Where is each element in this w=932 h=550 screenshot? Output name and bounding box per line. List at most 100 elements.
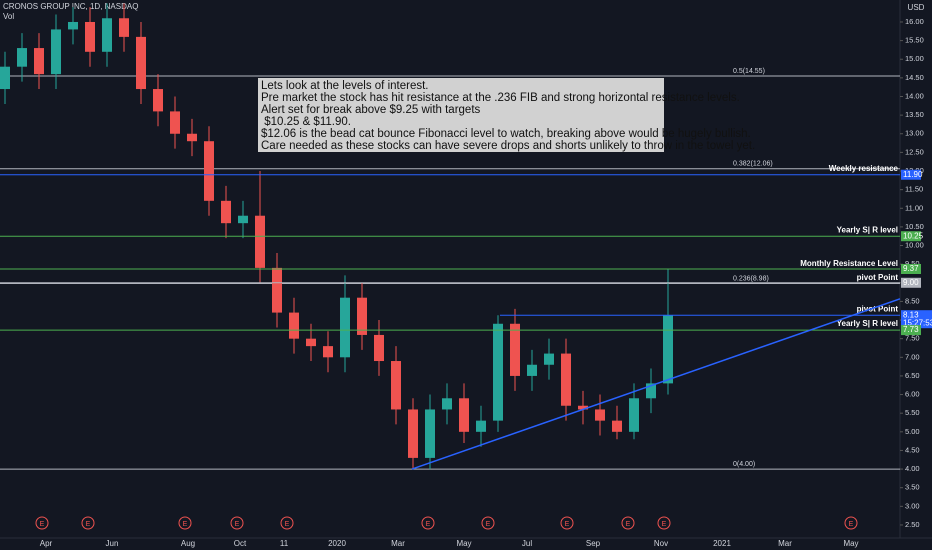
y-tick-label: 6.50 — [905, 371, 920, 380]
price-tag — [901, 169, 921, 180]
x-tick-label: Jul — [522, 539, 532, 548]
earnings-marker — [421, 516, 435, 530]
fib-label: 0(4.00) — [733, 461, 755, 468]
y-tick-label: 10.00 — [905, 241, 924, 250]
y-tick-label: 11.00 — [905, 203, 923, 212]
candle-body — [612, 420, 622, 432]
price-tag — [901, 325, 921, 336]
y-tick-label: 3.50 — [905, 483, 920, 492]
y-tick-label: 6.00 — [905, 390, 920, 399]
candle-body — [187, 133, 197, 142]
y-tick-label: 2.50 — [905, 520, 920, 529]
y-tick-label: 7.00 — [905, 352, 920, 361]
y-tick-label: 16.00 — [905, 17, 924, 26]
note-box — [258, 78, 664, 152]
earnings-marker — [280, 516, 294, 530]
candle-body — [629, 398, 639, 432]
candle-body — [34, 48, 44, 75]
candle-body — [255, 215, 265, 268]
candle-body — [544, 353, 554, 365]
y-tick-label: 5.00 — [905, 427, 920, 436]
level-name: Weekly resistance — [829, 164, 899, 173]
x-tick-label: 2021 — [713, 539, 731, 548]
earnings-marker — [35, 516, 49, 530]
x-tick-label: 2020 — [328, 539, 346, 548]
level-name: pivot Point — [857, 273, 899, 282]
candle-body — [153, 89, 163, 112]
x-tick-label: Jun — [106, 539, 119, 548]
countdown: 15:27:53 — [903, 318, 932, 327]
x-tick-label: May — [843, 539, 858, 548]
x-tick-label: Sep — [586, 539, 601, 548]
earnings-label: E — [849, 521, 854, 528]
candle-body — [68, 21, 78, 30]
level-name: Yearly S| R level — [837, 319, 898, 328]
candle-body — [340, 297, 350, 358]
earnings-marker — [81, 516, 95, 530]
price-tag — [901, 310, 932, 329]
candle-body — [510, 323, 520, 376]
candle-body — [306, 338, 316, 347]
candle-body — [289, 312, 299, 339]
price-tag-label: 9.37 — [903, 264, 919, 273]
note-line: Pre market the stock has hit resistance … — [261, 92, 740, 104]
price-tag-label: 9.00 — [903, 278, 919, 287]
price-tag — [901, 231, 921, 242]
volume-label: Vol — [3, 12, 14, 21]
candle-body — [136, 36, 146, 90]
candle-body — [646, 383, 656, 399]
candle-body — [0, 66, 10, 90]
y-tick-label: 4.50 — [905, 445, 920, 454]
candle-body — [85, 21, 95, 52]
x-tick-label: 11 — [280, 539, 289, 548]
candle-body — [595, 409, 605, 421]
y-tick-label: 7.50 — [905, 334, 920, 343]
y-tick-label: 14.50 — [905, 73, 924, 82]
note-line: Care needed as these stocks can have sev… — [261, 140, 755, 152]
note-line: $12.06 is the bead cat bounce Fibonacci … — [261, 128, 751, 140]
price-tag-label: 10.25 — [903, 231, 924, 240]
y-tick-label: 14.00 — [905, 91, 924, 100]
candle-body — [663, 315, 673, 384]
y-tick-label: 4.00 — [905, 464, 920, 473]
candle-body — [578, 405, 588, 410]
earnings-marker — [230, 516, 244, 530]
earnings-label: E — [40, 521, 45, 528]
earnings-label: E — [662, 521, 667, 528]
y-tick-label: 5.50 — [905, 408, 920, 417]
symbol-title: CRONOS GROUP INC, 1D, NASDAQ — [3, 2, 138, 11]
candle-body — [17, 48, 27, 67]
candle-body — [425, 409, 435, 458]
candle-body — [357, 297, 367, 335]
earnings-marker — [481, 516, 495, 530]
price-tag — [901, 264, 921, 274]
price-tag-label: 11.90 — [903, 170, 923, 179]
level-name: pivot Point — [857, 304, 899, 313]
candle-body — [51, 29, 61, 75]
earnings-marker — [844, 516, 858, 530]
y-tick-label: 3.00 — [905, 501, 920, 510]
candle-body — [272, 267, 282, 313]
earnings-marker — [657, 516, 671, 530]
price-tag — [901, 277, 921, 288]
candle-body — [170, 111, 180, 134]
y-tick-label: 8.50 — [905, 296, 920, 305]
trendline — [411, 298, 901, 470]
note-line: $10.25 & $11.90. — [261, 116, 351, 128]
x-tick-label: Mar — [778, 539, 792, 548]
candle-body — [204, 141, 214, 201]
x-tick-label: Aug — [181, 539, 195, 548]
earnings-label: E — [86, 521, 91, 528]
candle-body — [391, 361, 401, 410]
candle-body — [476, 420, 486, 432]
x-tick-label: Mar — [391, 539, 405, 548]
x-tick-label: Oct — [234, 539, 247, 548]
candle-body — [442, 398, 452, 410]
candle-body — [374, 334, 384, 362]
candle-body — [527, 364, 537, 376]
x-tick-label: May — [456, 539, 471, 548]
note-line: Alert set for break above $9.25 with tar… — [261, 104, 481, 116]
x-tick-label: Apr — [40, 539, 53, 548]
fib-label: 0.236(8.98) — [733, 275, 769, 282]
